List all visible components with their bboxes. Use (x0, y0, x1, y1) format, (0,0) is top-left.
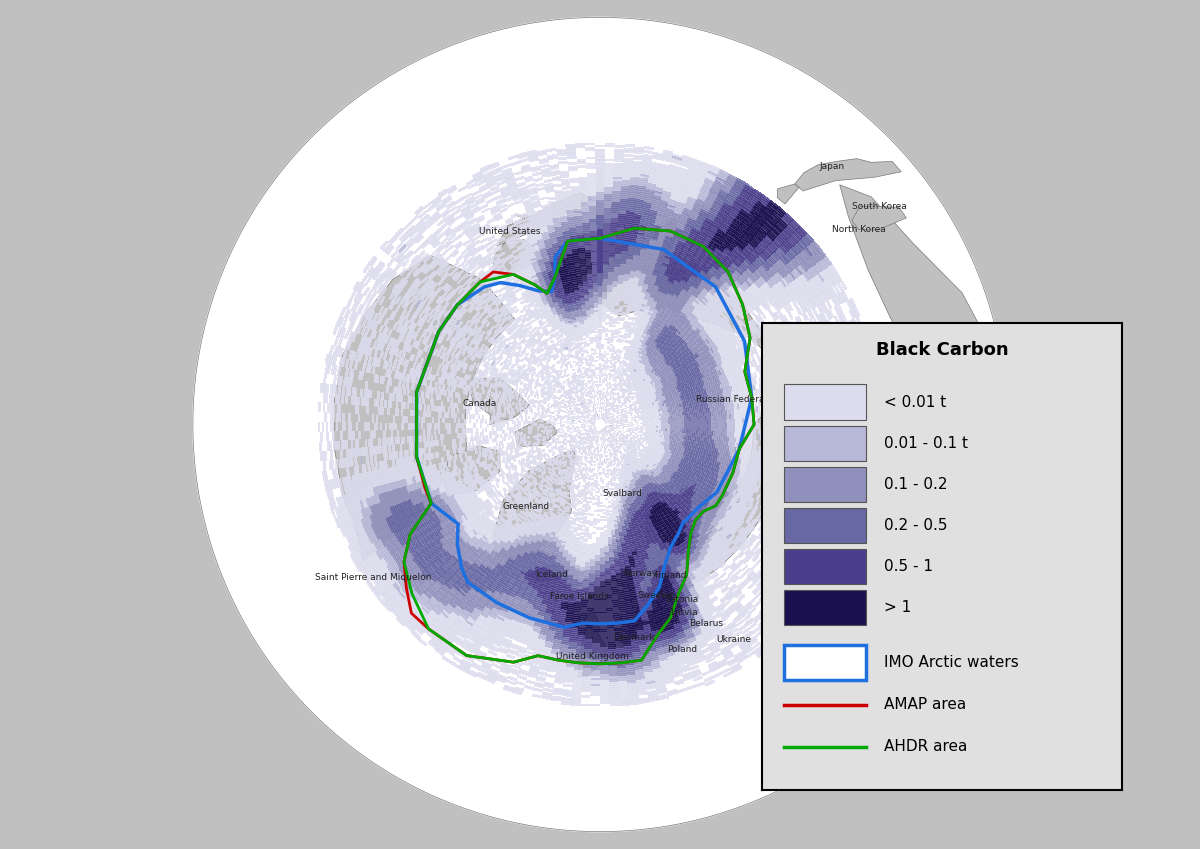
Polygon shape (852, 206, 906, 230)
Text: Denmark: Denmark (613, 633, 654, 642)
Polygon shape (660, 543, 676, 599)
Text: Canada: Canada (462, 399, 497, 408)
Polygon shape (619, 608, 674, 643)
Polygon shape (778, 184, 799, 204)
Polygon shape (515, 419, 558, 447)
Text: Iran: Iran (899, 652, 917, 661)
Text: Japan: Japan (820, 162, 845, 171)
Text: Finland: Finland (654, 571, 686, 580)
Bar (784, 425, 866, 461)
Text: 0.01 - 0.1 t: 0.01 - 0.1 t (884, 436, 968, 451)
Text: Latvia: Latvia (670, 608, 697, 617)
Text: Faroe Islands: Faroe Islands (550, 592, 608, 601)
Polygon shape (553, 261, 568, 284)
Polygon shape (452, 239, 565, 305)
Polygon shape (600, 258, 623, 295)
Text: Estonia: Estonia (665, 594, 698, 604)
Polygon shape (794, 159, 901, 191)
Text: AHDR area: AHDR area (884, 739, 967, 754)
Text: Turkmenistan: Turkmenistan (845, 592, 905, 601)
Polygon shape (600, 239, 786, 586)
Text: 0.5 - 1: 0.5 - 1 (884, 559, 934, 574)
Text: Kyrgyzstan: Kyrgyzstan (872, 505, 923, 514)
Text: 0.2 - 0.5: 0.2 - 0.5 (884, 518, 948, 533)
Polygon shape (443, 446, 500, 495)
Text: Norway: Norway (623, 569, 658, 578)
Polygon shape (469, 378, 529, 424)
Text: Afghanistan: Afghanistan (920, 567, 974, 576)
Bar (784, 467, 866, 502)
Polygon shape (493, 450, 576, 558)
Polygon shape (497, 193, 592, 246)
Text: 0.1 - 0.2: 0.1 - 0.2 (884, 476, 948, 492)
Bar (784, 645, 866, 680)
Polygon shape (648, 218, 677, 261)
Text: Mongolia: Mongolia (853, 357, 894, 366)
Text: Saint Pierre and Miquelon: Saint Pierre and Miquelon (314, 573, 431, 582)
Polygon shape (529, 565, 565, 582)
Polygon shape (614, 480, 634, 509)
Text: Poland: Poland (667, 645, 697, 654)
Text: Greenland: Greenland (503, 502, 550, 511)
Text: < 0.01 t: < 0.01 t (884, 395, 947, 409)
Text: > 1: > 1 (884, 600, 912, 615)
Polygon shape (335, 256, 515, 561)
Text: Azerbaijan: Azerbaijan (814, 641, 862, 650)
Text: North Korea: North Korea (832, 225, 886, 234)
Polygon shape (193, 17, 1007, 832)
Text: Sweden: Sweden (637, 591, 673, 600)
Polygon shape (744, 205, 773, 239)
Text: Pakistan: Pakistan (953, 571, 991, 579)
Text: United Kingdom: United Kingdom (556, 652, 629, 661)
Text: Iceland: Iceland (535, 570, 568, 578)
Text: AMAP area: AMAP area (884, 697, 967, 712)
Bar (784, 548, 866, 584)
Bar (784, 590, 866, 625)
Bar (784, 508, 866, 543)
Text: Ukraine: Ukraine (716, 634, 751, 644)
Polygon shape (614, 511, 668, 635)
Polygon shape (578, 624, 608, 678)
Bar (784, 385, 866, 419)
Text: China: China (936, 326, 962, 335)
Text: Svalbard: Svalbard (602, 490, 642, 498)
Text: Russian Federation: Russian Federation (696, 396, 782, 404)
Text: Tajikistan: Tajikistan (900, 531, 942, 539)
Text: Belarus: Belarus (689, 620, 724, 628)
Polygon shape (583, 610, 600, 630)
Text: South Korea: South Korea (852, 202, 906, 211)
Text: Black Carbon: Black Carbon (876, 341, 1008, 359)
Text: IMO Arctic waters: IMO Arctic waters (884, 655, 1019, 670)
Text: United States: United States (480, 228, 541, 236)
Polygon shape (840, 185, 1001, 424)
